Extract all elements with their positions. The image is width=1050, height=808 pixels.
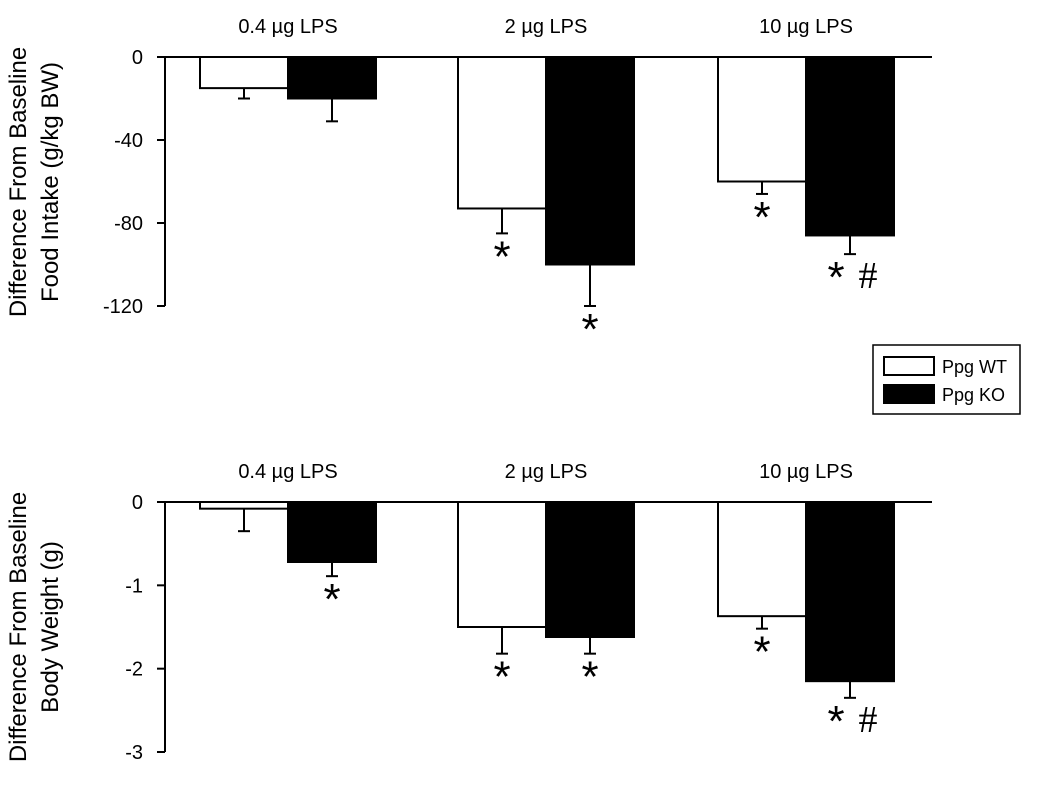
bar-wt (717, 501, 807, 618)
significance-hash: # (859, 255, 878, 297)
legend-swatch-ko (883, 384, 935, 404)
y-tick-label: -80 (114, 213, 143, 235)
y-tick-label: -120 (103, 296, 143, 318)
y-axis-title: Difference From Baseline (5, 492, 32, 762)
significance-star: * (827, 253, 844, 302)
y-axis-title: Food Intake (g/kg BW) (37, 62, 64, 302)
y-tick-label: 0 (132, 47, 143, 69)
y-tick-label: -2 (125, 659, 143, 681)
y-tick-label: -1 (125, 575, 143, 597)
category-label: 0.4 µg LPS (238, 16, 337, 38)
y-tick-label: 0 (132, 492, 143, 514)
legend-label-wt: Ppg WT (942, 357, 1007, 377)
significance-star: * (753, 628, 770, 677)
category-label: 10 µg LPS (759, 461, 853, 483)
bar-ko (287, 501, 377, 563)
category-label: 2 µg LPS (505, 16, 588, 38)
legend-swatch-wt (883, 356, 935, 376)
category-label: 10 µg LPS (759, 16, 853, 38)
bottom-panel: Difference From Baseline Body Weight (g) 0… (5, 461, 932, 764)
category-label: 2 µg LPS (505, 461, 588, 483)
legend-label-ko: Ppg KO (942, 385, 1005, 405)
bar-ko (545, 56, 635, 266)
y-axis-title: Difference From Baseline (5, 47, 32, 317)
legend: Ppg WT Ppg KO (872, 344, 1021, 415)
significance-star: * (753, 193, 770, 242)
category-label: 0.4 µg LPS (238, 461, 337, 483)
bar-ko (287, 56, 377, 100)
bar-wt (457, 501, 547, 628)
significance-hash: # (859, 699, 878, 741)
significance-star: * (493, 653, 510, 702)
y-tick-label: -40 (114, 130, 143, 152)
bar-wt (457, 56, 547, 210)
top-panel: Difference From Baseline Food Intake (g/k… (5, 16, 932, 354)
bar-wt (199, 56, 289, 90)
significance-star: * (827, 697, 844, 746)
bar-ko (545, 501, 635, 638)
significance-star: * (581, 653, 598, 702)
bar-wt (717, 56, 807, 183)
significance-star: * (493, 232, 510, 281)
bar-ko (805, 56, 895, 237)
significance-star: * (581, 305, 598, 354)
significance-star: * (323, 575, 340, 624)
bar-ko (805, 501, 895, 683)
y-tick-label: -3 (125, 742, 143, 764)
y-axis-title: Body Weight (g) (37, 541, 64, 713)
